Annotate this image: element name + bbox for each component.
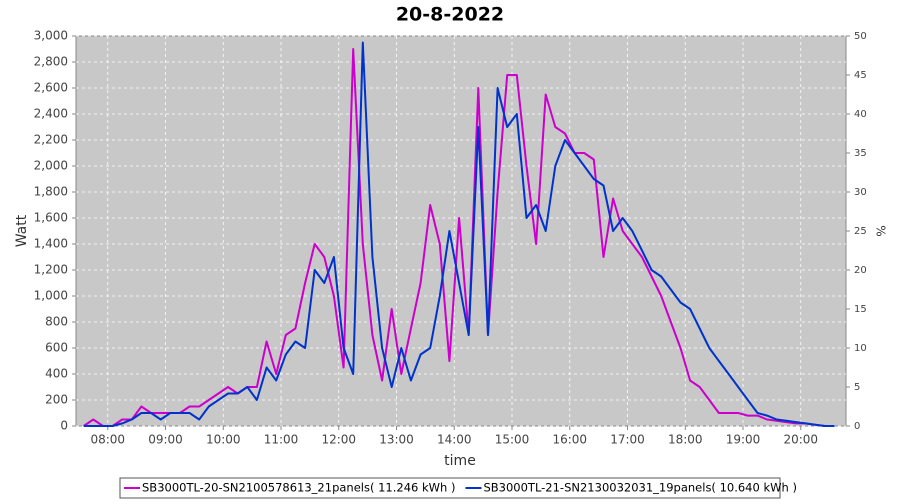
y-tick-label: 1,000 bbox=[34, 289, 68, 303]
series-line bbox=[83, 41, 835, 427]
y-tick-label: 2,600 bbox=[34, 81, 68, 95]
legend-label: SB3000TL-21-SN2130032031_19panels( 10.64… bbox=[483, 481, 796, 495]
y2-tick-label: 50 bbox=[854, 31, 867, 42]
x-tick-label: 19:00 bbox=[726, 433, 761, 447]
y2-tick-label: 10 bbox=[854, 343, 867, 354]
x-tick-label: 18:00 bbox=[668, 433, 703, 447]
y2-tick-label: 45 bbox=[854, 70, 867, 81]
x-tick-label: 17:00 bbox=[610, 433, 645, 447]
x-tick-label: 12:00 bbox=[321, 433, 356, 447]
y-tick-label: 1,400 bbox=[34, 237, 68, 251]
y2-tick-label: 30 bbox=[854, 187, 867, 198]
legend-label: SB3000TL-20-SN2100578613_21panels( 11.24… bbox=[142, 481, 455, 495]
y-tick-label: 1,800 bbox=[34, 185, 68, 199]
y2-axis-label: % bbox=[874, 225, 888, 236]
y2-tick-label: 35 bbox=[854, 148, 867, 159]
chart-title: 20-8-2022 bbox=[396, 4, 504, 26]
y2-tick-label: 25 bbox=[854, 226, 867, 237]
y2-tick-label: 15 bbox=[854, 304, 867, 315]
x-tick-label: 09:00 bbox=[148, 433, 183, 447]
y-tick-label: 3,000 bbox=[34, 29, 68, 43]
y-tick-label: 400 bbox=[45, 367, 68, 381]
x-tick-label: 15:00 bbox=[495, 433, 530, 447]
x-tick-label: 20:00 bbox=[783, 433, 818, 447]
y-tick-label: 1,600 bbox=[34, 211, 68, 225]
x-tick-label: 10:00 bbox=[206, 433, 241, 447]
y-tick-label: 1,200 bbox=[34, 263, 68, 277]
x-axis-label: time bbox=[444, 453, 476, 469]
y2-tick-label: 40 bbox=[854, 109, 867, 120]
legend bbox=[119, 477, 781, 499]
y-tick-label: 2,400 bbox=[34, 107, 68, 121]
x-tick-label: 16:00 bbox=[552, 433, 587, 447]
y-tick-label: 2,800 bbox=[34, 55, 68, 69]
x-tick-label: 11:00 bbox=[264, 433, 299, 447]
y-tick-label: 0 bbox=[60, 419, 68, 433]
y-tick-label: 2,000 bbox=[34, 159, 68, 173]
y2-tick-label: 0 bbox=[854, 421, 860, 432]
y-tick-label: 200 bbox=[45, 393, 68, 407]
x-tick-label: 13:00 bbox=[379, 433, 414, 447]
y2-tick-label: 5 bbox=[854, 382, 860, 393]
series-line bbox=[83, 48, 835, 427]
x-tick-label: 14:00 bbox=[437, 433, 472, 447]
y-tick-label: 800 bbox=[45, 315, 68, 329]
y-tick-label: 600 bbox=[45, 341, 68, 355]
y-tick-label: 2,200 bbox=[34, 133, 68, 147]
x-tick-label: 08:00 bbox=[90, 433, 125, 447]
y-axis-label: Watt bbox=[14, 214, 30, 247]
y2-tick-label: 20 bbox=[854, 265, 867, 276]
